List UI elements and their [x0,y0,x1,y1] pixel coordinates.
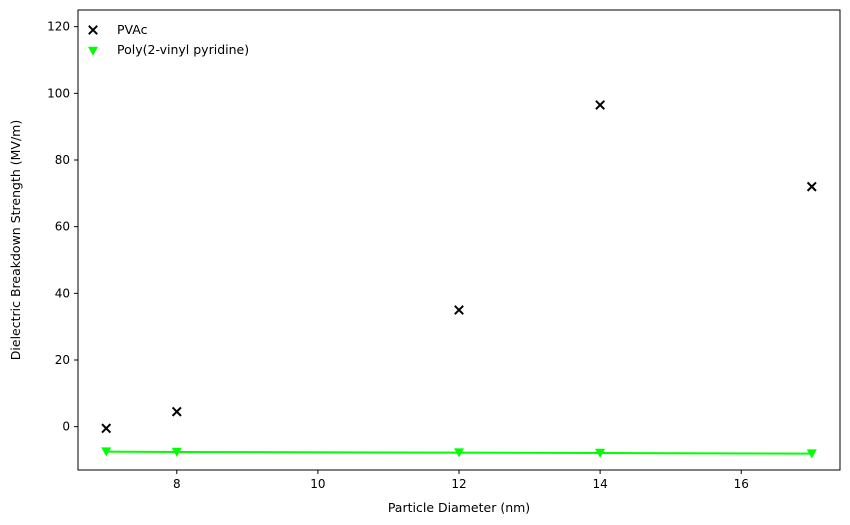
series-pvac [101,100,817,434]
data-point [101,423,112,434]
x-axis-label: Particle Diameter (nm) [388,500,530,515]
y-axis-label: Dielectric Breakdown Strength (MV/m) [8,120,23,360]
legend-label: Poly(2-vinyl pyridine) [117,42,249,57]
ticks-layer: 8 10 12 14 16 0 20 40 60 80 100 120 [47,20,749,491]
legend-marker [88,25,98,35]
data-point [454,448,464,458]
data-point [171,447,182,457]
data-point [595,100,606,110]
data-point [171,406,182,417]
data-point [595,448,606,458]
plot-frame [77,9,841,471]
data-point [101,447,112,457]
y-tick-label: 120 [47,20,70,34]
legend-entry: Poly(2-vinyl pyridine) [88,42,249,57]
legend-marker [88,46,98,56]
data-point [806,181,817,192]
x-tick-label: 14 [592,477,607,491]
y-tick-label: 60 [55,220,70,234]
y-tick-label: 100 [47,86,70,100]
series-layer [101,100,817,459]
x-tick-label: 10 [310,477,325,491]
series-poly-2-vinyl-pyridine [101,447,817,459]
data-point [806,449,817,459]
x-tick-label: 16 [734,477,749,491]
y-tick-label: 40 [55,286,70,300]
legend-label: PVAc [117,22,148,37]
y-tick-label: 20 [55,353,70,367]
y-tick-label: 80 [55,153,70,167]
legend: PVAc Poly(2-vinyl pyridine) [88,22,249,57]
legend-entry: PVAc [88,22,148,37]
x-tick-label: 12 [451,477,466,491]
x-tick-label: 8 [173,477,181,491]
data-point [454,305,464,315]
y-tick-label: 0 [62,420,70,434]
